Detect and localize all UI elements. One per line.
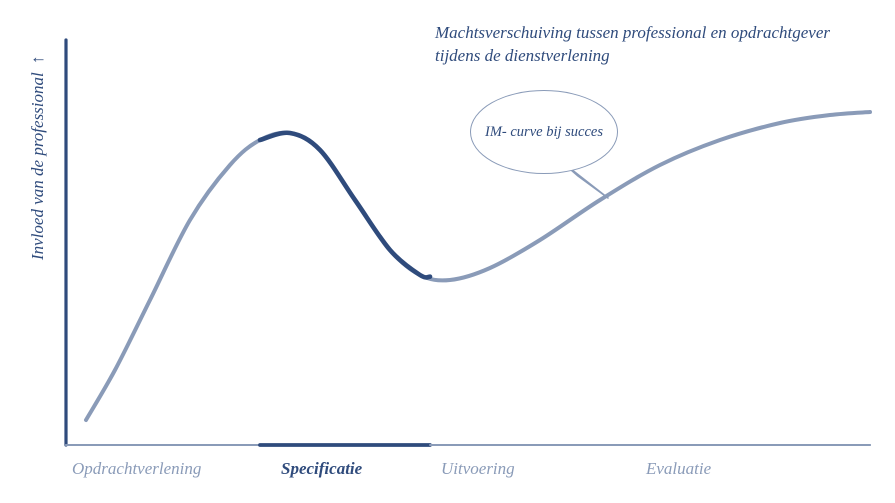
x-label-evaluatie: Evaluatie xyxy=(646,459,711,479)
speech-bubble-text: IM- curve bij succes xyxy=(485,123,603,141)
x-label-specificatie: Specificatie xyxy=(281,459,362,479)
y-axis-label: Invloed van de professional ↑ xyxy=(28,56,48,261)
y-axis-label-text: Invloed van de professional xyxy=(28,72,47,260)
chart-title: Machtsverschuiving tussen professional e… xyxy=(435,22,855,68)
y-axis-arrow-icon: ↑ xyxy=(28,56,47,65)
chart-container: Machtsverschuiving tussen professional e… xyxy=(0,0,895,503)
curve-light xyxy=(86,112,870,420)
x-axis-labels: Opdrachtverlening Specificatie Uitvoering E… xyxy=(66,459,870,487)
im-curve-chart xyxy=(0,0,895,503)
speech-bubble: IM- curve bij succes xyxy=(470,90,618,174)
x-label-opdrachtverlening: Opdrachtverlening xyxy=(72,459,201,479)
axes xyxy=(66,40,870,445)
x-label-uitvoering: Uitvoering xyxy=(441,459,515,479)
curve-emphasis-specificatie xyxy=(260,133,430,278)
